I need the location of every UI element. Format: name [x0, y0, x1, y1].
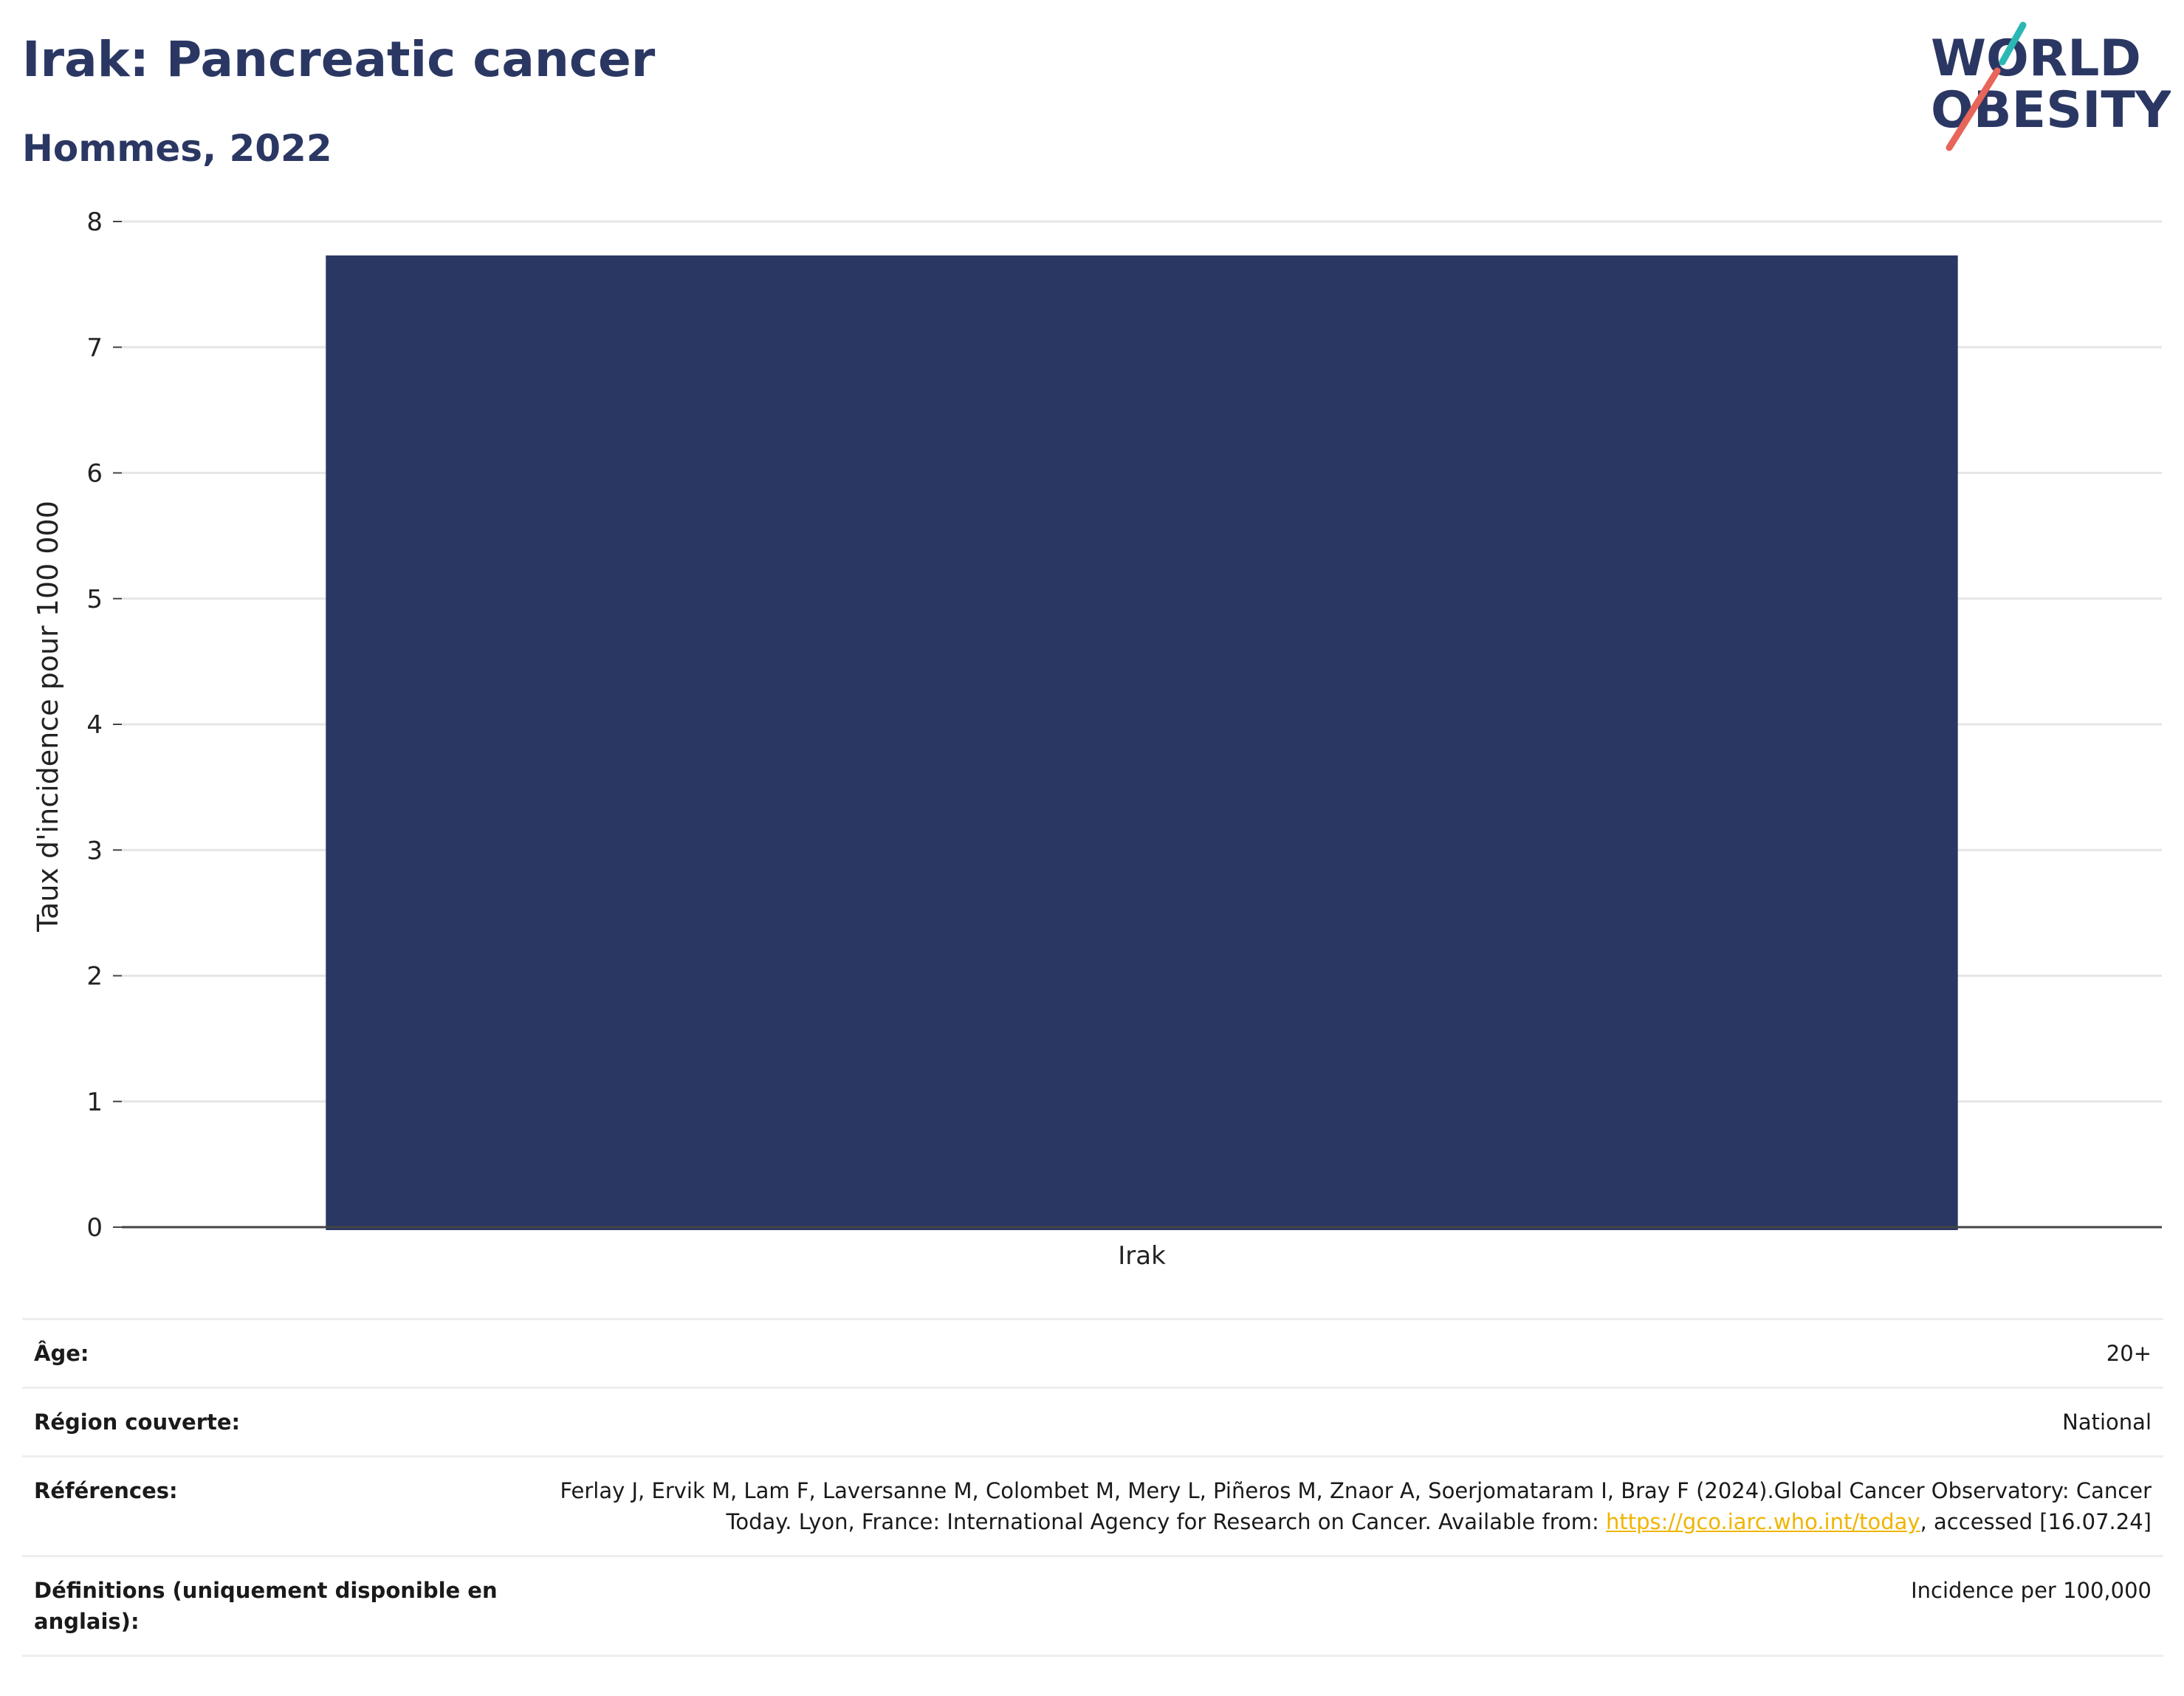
reference-text: Ferlay J, Ervik M, Lam F, Laversanne M, … — [560, 1478, 2152, 1534]
chart-title: Irak: Pancreatic cancer — [22, 31, 656, 88]
info-row-region: Région couverte: National — [22, 1387, 2163, 1455]
info-key: Définitions (uniquement disponible en an… — [34, 1578, 498, 1634]
bar-irak — [326, 255, 1958, 1230]
x-tick-label: Irak — [1118, 1241, 1166, 1271]
reference-link[interactable]: https://gco.iarc.who.int/today — [1605, 1509, 1920, 1534]
bar-chart: 0 1 2 3 4 5 6 7 8 Irak Taux d'incidence pour 100 … — [32, 207, 2162, 1271]
y-tick-label: 5 — [86, 585, 103, 614]
info-key: Âge: — [34, 1341, 89, 1366]
info-row-definitions: Définitions (uniquement disponible en an… — [22, 1555, 2163, 1657]
y-tick-label: 0 — [86, 1213, 103, 1243]
y-tick-label: 7 — [86, 333, 103, 363]
logo-line2: OBESITY — [1931, 81, 2171, 140]
info-value: Incidence per 100,000 — [1911, 1578, 2152, 1603]
logo-line1: WORLD — [1931, 30, 2141, 88]
reference-accessed: , accessed [16.07.24] — [1920, 1509, 2152, 1534]
info-value: National — [2062, 1410, 2152, 1435]
y-tick-label: 6 — [86, 459, 103, 489]
y-tick-label: 2 — [86, 962, 103, 992]
bars — [326, 255, 1958, 1230]
info-row-references: Références: Ferlay J, Ervik M, Lam F, La… — [22, 1455, 2163, 1555]
info-table: Âge: 20+ Région couverte: National Référ… — [22, 1318, 2163, 1657]
world-obesity-logo: WORLD OBESITY — [1931, 21, 2171, 151]
y-tick-label: 3 — [86, 836, 103, 865]
y-tick-label: 1 — [86, 1088, 103, 1117]
y-tick-label: 4 — [86, 710, 103, 740]
axes: 0 1 2 3 4 5 6 7 8 Irak — [86, 207, 2162, 1271]
info-key: Références: — [34, 1478, 178, 1503]
info-row-age: Âge: 20+ — [22, 1318, 2163, 1387]
info-key: Région couverte: — [34, 1410, 241, 1435]
y-axis-title: Taux d'incidence pour 100 000 — [32, 501, 64, 933]
info-value: 20+ — [2106, 1341, 2152, 1366]
chart-subtitle: Hommes, 2022 — [22, 127, 332, 170]
y-tick-label: 8 — [86, 207, 103, 237]
info-value: Ferlay J, Ervik M, Lam F, Laversanne M, … — [542, 1475, 2152, 1537]
